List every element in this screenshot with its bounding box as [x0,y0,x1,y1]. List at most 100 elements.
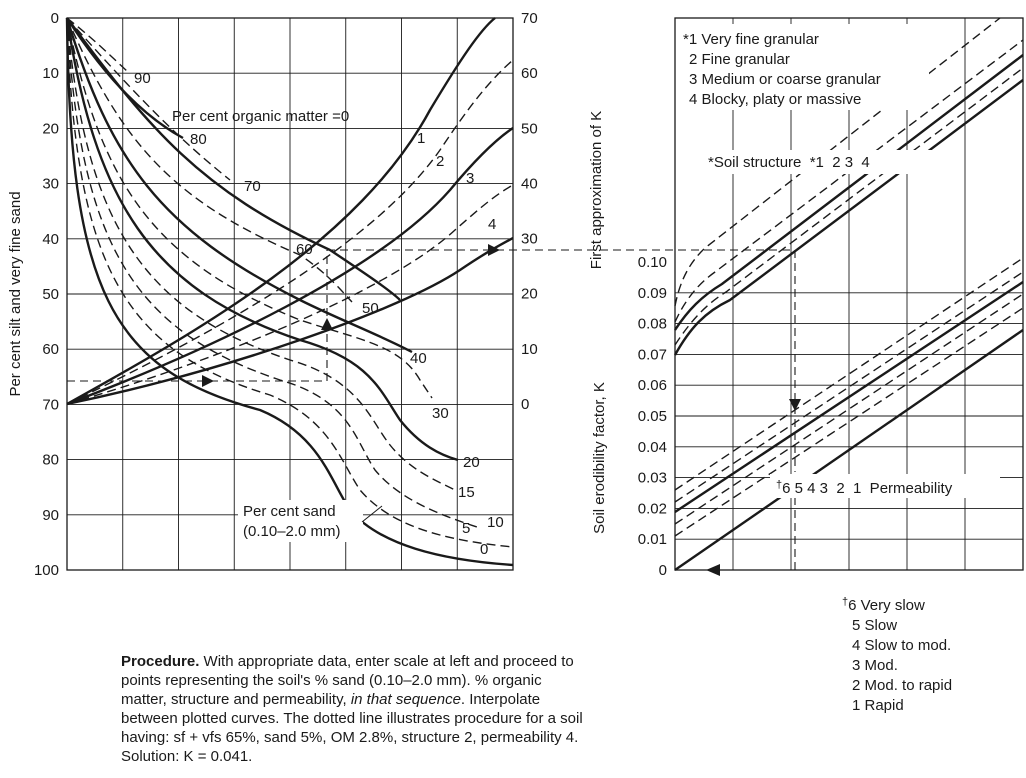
procedure-body-end: . Interpolate between plotted curves. Th… [121,691,583,746]
guide-arrow [789,399,801,411]
first-approx-tick-label: 50 [521,120,538,137]
permeability-legend-1: 1 Rapid [852,697,904,714]
k-tick-label: 0.07 [638,346,667,363]
structure-line-3 [673,54,1024,331]
sand-label: 80 [190,131,207,148]
om-curve-2 [66,127,514,406]
permeability-mark: † [776,479,782,491]
om-label-1: 1 [417,130,425,147]
k-axis-title: Soil erodibility factor, K [591,382,608,534]
left-tick-label: 30 [42,176,59,193]
sand-label: 60 [296,241,313,258]
sand-curve-40 [65,17,413,354]
permeability-legend-5: 5 Slow [852,617,897,634]
first-approx-tick-label: 40 [521,175,538,192]
sand-curve-80 [65,17,184,140]
right-axis-title: First approximation of K [588,111,605,269]
permeability-line-4 [674,280,1024,514]
procedure-solution: Solution: K = 0.041. [121,748,253,765]
permeability-lines [674,257,1024,571]
k-axis-ticks: 0 0.01 0.02 0.03 0.04 0.05 0.06 0.07 0.08 0.09 0.1… [638,254,667,579]
k-tick-label: 0.06 [638,377,667,394]
guide-arrow [202,375,214,387]
sand-curve-90 [66,17,129,73]
left-tick-label: 10 [42,65,59,82]
left-tick-label: 90 [42,507,59,524]
left-tick-label: 70 [42,396,59,413]
om-curve-1 [66,59,514,405]
om-label-4: 4 [488,216,496,233]
k-tick-label: 0 [659,562,667,579]
organic-matter-curves [66,17,514,406]
sand-title: Per cent sand [243,503,336,520]
sand-curve-10 [66,17,481,529]
structure-legend-1: *1 Very fine granular [683,31,819,48]
sand-label: 20 [463,454,480,471]
sand-label: 30 [432,405,449,422]
om-curve-0 [66,17,496,406]
sand-curve-50 [66,17,353,303]
k-tick-label: 0.04 [638,439,667,456]
k-tick-label: 0.09 [638,285,667,302]
om-curve-4 [66,236,514,406]
om-title: Per cent organic matter =0 [172,108,349,125]
permeability-caption: †6 5 4 3 2 1 Permeability [776,479,953,497]
guide-arrow [321,318,333,330]
structure-line-2 [674,39,1024,323]
sand-curve-30 [66,17,433,399]
sand-curve-5 [66,17,514,548]
procedure-heading: Procedure. [121,653,200,670]
left-tick-label: 60 [42,341,59,358]
guide-arrow [488,244,500,256]
first-approx-axis-ticks: 70 60 50 40 30 20 10 0 [521,10,538,413]
sand-label: 5 [462,520,470,537]
sand-label: 90 [134,70,151,87]
om-curve-3 [66,184,514,405]
left-axis-title: Per cent silt and very fine sand [7,191,24,396]
sand-label: 0 [480,541,488,558]
sand-label: 15 [458,484,475,501]
procedure-body: With appropriate data, enter scale at le… [121,653,574,708]
first-approx-tick-label: 20 [521,286,538,303]
procedure-text: Procedure. With appropriate data, enter … [121,652,591,766]
permeability-legend-3: 3 Mod. [852,657,898,674]
sand-curve-0 [65,17,514,567]
om-label-3: 3 [466,170,474,187]
k-tick-label: 0.01 [638,531,667,548]
sand-title-range: (0.10–2.0 mm) [243,523,341,540]
first-approx-tick-label: 60 [521,65,538,82]
permeability-line-1 [674,329,1024,571]
sand-label: 10 [487,514,504,531]
first-approx-tick-label: 0 [521,396,529,413]
right-chart-frame [674,17,1024,571]
left-tick-label: 20 [42,120,59,137]
first-approx-tick-label: 10 [521,341,538,358]
procedure-emphasis: in that sequence [350,691,461,708]
first-approx-tick-label: 30 [521,231,538,248]
left-tick-label: 100 [34,562,59,579]
k-tick-label: 0.08 [638,316,667,333]
sand-curve-15 [66,17,456,491]
structure-legend-4: 4 Blocky, platy or massive [689,91,861,108]
result-arrow [706,564,720,576]
k-tick-label: 0.05 [638,408,667,425]
sand-curves [65,17,514,567]
left-tick-label: 50 [42,286,59,303]
k-tick-label: 0.03 [638,470,667,487]
left-tick-label: 80 [42,452,59,469]
sand-curve-60 [66,17,401,301]
sand-label: 50 [362,300,379,317]
left-tick-label: 40 [42,231,59,248]
structure-lines [673,17,1024,356]
structure-line-1 [674,17,1001,307]
structure-line-extra [674,67,1024,346]
left-axis-ticks: 0 10 20 30 40 50 60 70 80 90 100 [34,10,59,579]
permeability-legend-4: 4 Slow to mod. [852,637,951,654]
sand-labels: 90 80 70 60 50 40 30 20 15 10 5 0 [134,70,504,558]
left-tick-label: 0 [51,10,59,27]
structure-legend-2: 2 Fine granular [689,51,790,68]
structure-legend-3: 3 Medium or coarse granular [689,71,881,88]
structure-line-4 [673,79,1024,356]
sand-label: 70 [244,178,261,195]
